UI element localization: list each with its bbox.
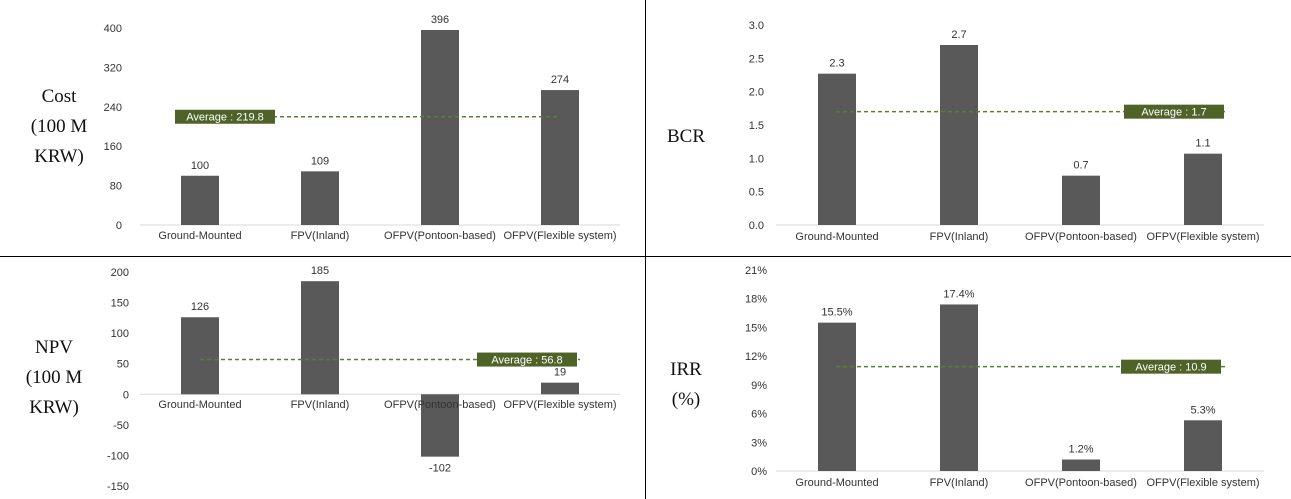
npv-ytick-label: 50 bbox=[117, 359, 129, 371]
npv-average-label-box bbox=[477, 352, 577, 367]
bcr-axis-title: BCR bbox=[666, 126, 706, 147]
cost-ytick-label: 160 bbox=[104, 141, 122, 153]
bcr-value-label: 2.3 bbox=[829, 58, 844, 70]
cost-ytick-label: 240 bbox=[104, 102, 122, 114]
bcr-ytick-label: 2.0 bbox=[749, 87, 764, 99]
irr-axis-title: IRR (%) bbox=[670, 359, 702, 410]
npv-category-label: Ground-Mounted bbox=[158, 399, 241, 411]
npv-ytick-label: -100 bbox=[107, 450, 129, 462]
bcr-ytick-label: 1.5 bbox=[749, 120, 764, 132]
cost-value-label: 100 bbox=[191, 160, 209, 172]
cost-value-label: 396 bbox=[431, 14, 449, 26]
bcr-value-label: 1.1 bbox=[1195, 138, 1210, 150]
bcr-value-label: 2.7 bbox=[951, 29, 966, 41]
cost-chart-svg: 0 80 160 240 320 400 Average : 219.8 100 Ground-… bbox=[104, 14, 620, 242]
bcr-bar bbox=[1184, 153, 1222, 225]
bcr-bar bbox=[1062, 175, 1100, 225]
irr-value-label: 1.2% bbox=[1068, 444, 1093, 456]
npv-value-label: 126 bbox=[191, 301, 209, 313]
cost-ytick-label: 0 bbox=[116, 220, 122, 232]
bcr-bar bbox=[818, 73, 856, 226]
irr-ytick-label: 15% bbox=[745, 322, 767, 334]
bcr-category-label: OFPV(Pontoon-based) bbox=[1025, 231, 1137, 243]
npv-ytick-label: 0 bbox=[123, 389, 129, 401]
npv-value-label: 19 bbox=[554, 367, 566, 379]
bcr-ytick-label: 0.0 bbox=[749, 220, 764, 232]
npv-ytick-label: 150 bbox=[111, 298, 129, 310]
cost-ytick-label: 320 bbox=[104, 62, 122, 74]
irr-average-label-box bbox=[1121, 359, 1221, 374]
irr-ytick-label: 18% bbox=[745, 294, 767, 306]
irr-ytick-label: 6% bbox=[751, 409, 767, 421]
irr-category-label: Ground-Mounted bbox=[795, 477, 878, 489]
cost-category-label: FPV(Inland) bbox=[291, 230, 350, 242]
npv-chart-panel: NPV (100 M KRW) -150 -100 -50 0 50 100 150 200 A… bbox=[0, 257, 646, 499]
npv-average-label: Average : 56.8 bbox=[491, 355, 562, 367]
cost-value-label: 274 bbox=[551, 74, 569, 86]
irr-bar bbox=[818, 322, 856, 471]
irr-bar bbox=[1184, 420, 1222, 471]
npv-ytick-label: 200 bbox=[111, 267, 129, 279]
cost-chart-panel: Cost (100 M KRW) 0 80 160 240 320 400 Average … bbox=[0, 0, 646, 257]
bcr-ytick-label: 3.0 bbox=[749, 20, 764, 32]
irr-category-label: FPV(Inland) bbox=[930, 477, 989, 489]
irr-bar bbox=[1062, 459, 1100, 471]
npv-category-label: OFPV(Pontoon-based) bbox=[384, 399, 496, 411]
bcr-chart-svg: 0.0 0.5 1.0 1.5 2.0 2.5 3.0 Average : 1.7 2.3 Gro… bbox=[749, 20, 1264, 243]
npv-ytick-label: -150 bbox=[107, 481, 129, 493]
cost-bar bbox=[421, 29, 459, 225]
irr-value-label: 15.5% bbox=[821, 307, 852, 319]
bcr-ytick-label: 1.0 bbox=[749, 153, 764, 165]
cost-bar bbox=[541, 90, 579, 226]
irr-ytick-label: 3% bbox=[751, 437, 767, 449]
bcr-ytick-label: 0.5 bbox=[749, 187, 764, 199]
irr-value-label: 17.4% bbox=[943, 288, 974, 300]
irr-ytick-label: 0% bbox=[751, 466, 767, 478]
irr-bar bbox=[940, 304, 978, 471]
npv-value-label: 185 bbox=[311, 265, 329, 277]
npv-ytick-label: -50 bbox=[113, 420, 129, 432]
irr-chart-svg: 0% 3% 6% 9% 12% 15% 18% 21% Average : 10.9 15.5% G… bbox=[745, 265, 1264, 489]
cost-bar bbox=[301, 171, 339, 225]
npv-bar bbox=[301, 281, 339, 395]
npv-axis-title: NPV (100 M KRW) bbox=[25, 337, 83, 418]
cost-bar bbox=[181, 175, 219, 225]
bcr-category-label: Ground-Mounted bbox=[795, 231, 878, 243]
irr-ytick-label: 12% bbox=[745, 351, 767, 363]
bcr-bar bbox=[940, 45, 978, 225]
bcr-chart-panel: BCR 0.0 0.5 1.0 1.5 2.0 2.5 3.0 Average : 1.7 2.… bbox=[646, 0, 1291, 257]
irr-value-label: 5.3% bbox=[1190, 404, 1215, 416]
bcr-ytick-label: 2.5 bbox=[749, 53, 764, 65]
cost-average-label: Average : 219.8 bbox=[186, 112, 263, 124]
cost-ytick-label: 400 bbox=[104, 23, 122, 35]
irr-ytick-label: 21% bbox=[745, 265, 767, 277]
npv-chart-svg: -150 -100 -50 0 50 100 150 200 Average : 56.8 126… bbox=[107, 265, 620, 493]
npv-bar bbox=[541, 382, 579, 395]
bcr-average-label-box bbox=[1124, 104, 1224, 119]
cost-category-label: OFPV(Pontoon-based) bbox=[384, 230, 496, 242]
bcr-average-label: Average : 1.7 bbox=[1141, 107, 1206, 119]
bcr-category-label: FPV(Inland) bbox=[930, 231, 989, 243]
npv-category-label: OFPV(Flexible system) bbox=[503, 399, 616, 411]
cost-average-label-box bbox=[175, 109, 275, 124]
irr-chart-panel: IRR (%) 0% 3% 6% 9% 12% 15% 18% 21% Average : 10… bbox=[646, 257, 1291, 499]
bcr-category-label: OFPV(Flexible system) bbox=[1146, 231, 1259, 243]
bcr-value-label: 0.7 bbox=[1073, 160, 1088, 172]
npv-value-label: -102 bbox=[429, 463, 451, 475]
irr-category-label: OFPV(Flexible system) bbox=[1146, 477, 1259, 489]
npv-bar bbox=[181, 317, 219, 395]
cost-axis-title: Cost (100 M KRW) bbox=[30, 86, 88, 167]
cost-category-label: Ground-Mounted bbox=[158, 230, 241, 242]
npv-bar bbox=[421, 394, 459, 457]
npv-ytick-label: 100 bbox=[111, 328, 129, 340]
cost-category-label: OFPV(Flexible system) bbox=[503, 230, 616, 242]
cost-value-label: 109 bbox=[311, 155, 329, 167]
irr-category-label: OFPV(Pontoon-based) bbox=[1025, 477, 1137, 489]
cost-ytick-label: 80 bbox=[110, 181, 122, 193]
irr-ytick-label: 9% bbox=[751, 380, 767, 392]
irr-average-label: Average : 10.9 bbox=[1135, 362, 1206, 374]
npv-category-label: FPV(Inland) bbox=[291, 399, 350, 411]
